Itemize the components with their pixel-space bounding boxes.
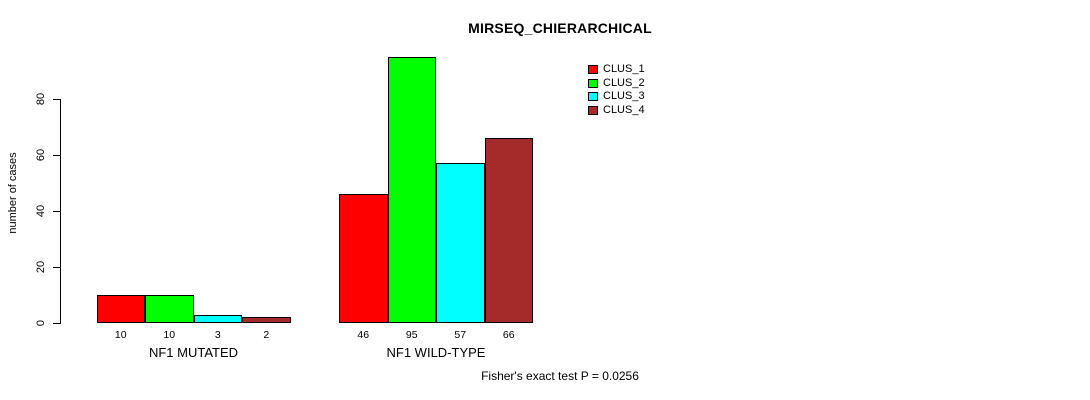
y-axis-tick-label: 0 (35, 319, 47, 327)
y-axis-tick (53, 99, 60, 100)
legend-row-clus_1: CLUS_1 (588, 63, 645, 77)
y-axis-tick-label: 40 (35, 204, 47, 218)
legend-swatch-clus_2 (588, 78, 598, 88)
legend-row-clus_2: CLUS_2 (588, 77, 645, 91)
group-label-2: NF1 WILD-TYPE (386, 345, 486, 360)
bar-value-label: 46 (357, 329, 370, 341)
legend-swatch-clus_4 (588, 105, 598, 115)
bar-value-label: 10 (163, 329, 176, 341)
bar-clus_2-group2 (387, 57, 436, 323)
bar-value-label: 3 (214, 329, 221, 341)
y-axis-tick-label: 80 (35, 92, 47, 106)
bar-value-label: 95 (405, 329, 418, 341)
chart-title: MIRSEQ_CHIERARCHICAL (468, 20, 652, 36)
legend-swatch-clus_3 (588, 92, 598, 102)
legend-label: CLUS_2 (603, 76, 645, 89)
legend-row-clus_4: CLUS_4 (588, 104, 645, 118)
y-axis-tick (53, 323, 60, 324)
bar-clus_2-group1 (145, 295, 194, 323)
bar-value-label: 2 (263, 329, 270, 341)
bar-clus_4-group1 (242, 317, 291, 323)
bar-value-label: 66 (502, 329, 515, 341)
y-axis-title: number of cases (7, 152, 19, 234)
y-axis-tick-label: 20 (35, 260, 47, 274)
y-axis-line (60, 99, 61, 324)
bar-clus_3-group2 (436, 163, 485, 323)
y-axis-tick (53, 155, 60, 156)
y-axis-tick-label: 60 (35, 148, 47, 162)
legend: CLUS_1 CLUS_2 CLUS_3 CLUS_4 (588, 63, 645, 117)
y-axis-tick (53, 211, 60, 212)
bar-clus_3-group1 (193, 314, 242, 323)
legend-label: CLUS_3 (603, 90, 645, 103)
y-axis-tick (53, 267, 60, 268)
legend-label: CLUS_1 (603, 63, 645, 76)
legend-row-clus_3: CLUS_3 (588, 90, 645, 104)
bar-value-label: 57 (454, 329, 467, 341)
bar-clus_1-group2 (339, 194, 388, 323)
footer-annotation: Fisher's exact test P = 0.0256 (481, 369, 639, 383)
bar-clus_1-group1 (96, 295, 145, 323)
bar-clus_4-group2 (484, 138, 533, 323)
legend-label: CLUS_4 (603, 103, 645, 116)
bar-value-label: 10 (114, 329, 127, 341)
group-label-1: NF1 MUTATED (148, 345, 239, 360)
legend-swatch-clus_1 (588, 65, 598, 75)
